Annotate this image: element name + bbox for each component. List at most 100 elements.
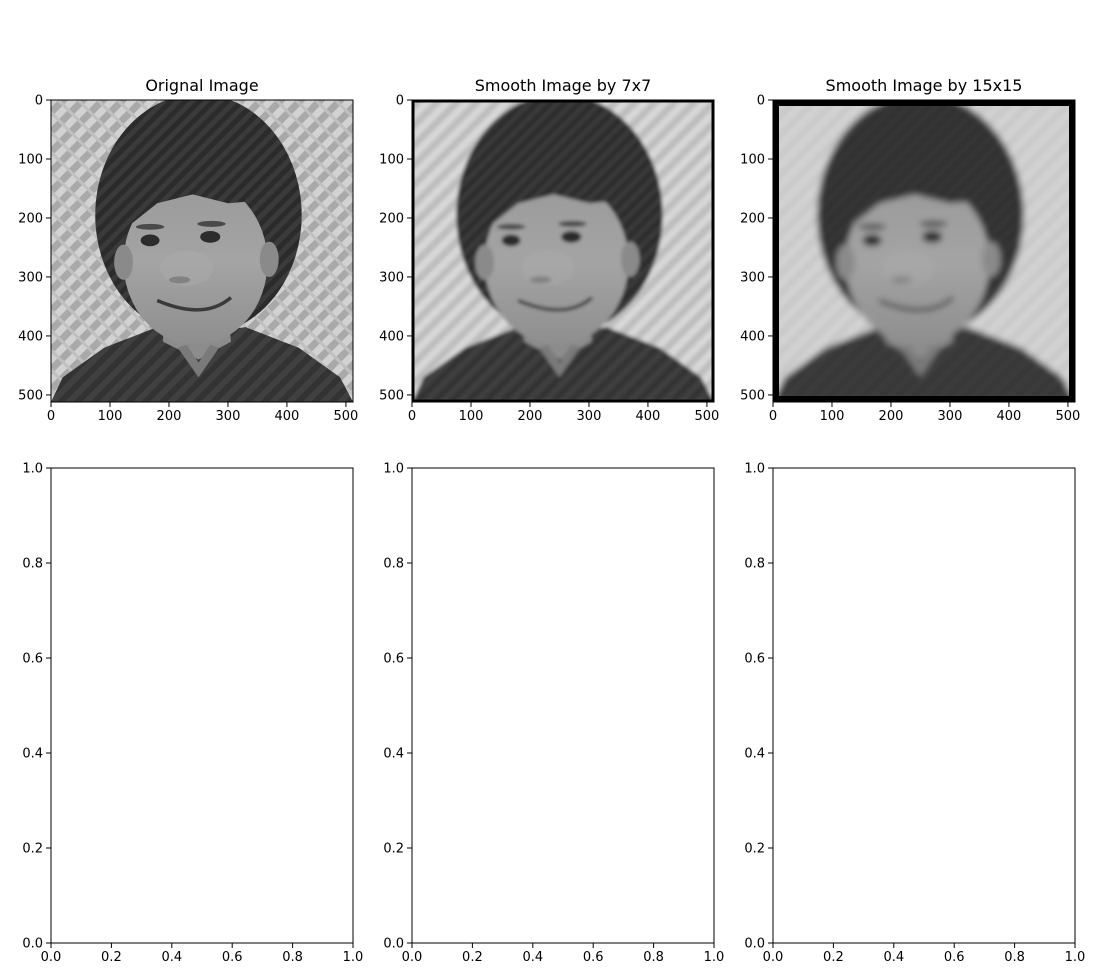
y-tick-label: 0.2 [22, 842, 43, 857]
image-cheek [521, 250, 575, 286]
image-ear-right [259, 241, 279, 277]
x-tick-label: 400 [275, 409, 300, 424]
portrait-image [773, 100, 1075, 402]
image-brow-right [919, 220, 948, 227]
x-tick-label: 500 [695, 409, 720, 424]
y-tick-label: 100 [379, 152, 404, 167]
x-tick-label: 0.8 [1004, 950, 1025, 965]
y-tick-label: 1.0 [744, 462, 765, 477]
y-tick-label: 0.4 [744, 747, 765, 762]
x-tick-label: 1.0 [1065, 950, 1086, 965]
x-tick-label: 0.2 [462, 950, 483, 965]
image-panel-2: Smooth Image by 7x7 0 100 200 300 400 500 0 100 2… [379, 76, 719, 424]
y-tick-label: 0.6 [383, 652, 404, 667]
image-collar [538, 344, 581, 378]
empty-panel-1: 0.0 0.2 0.4 0.6 0.8 1.0 0.0 0.2 0.4 0.6 0.8 1.0 [22, 462, 363, 966]
x-tick-label: 200 [879, 409, 904, 424]
x-tick-label: 0.4 [161, 950, 182, 965]
y-tick-label: 400 [18, 329, 43, 344]
x-tick-label: 100 [459, 409, 484, 424]
y-tick-label: 100 [18, 152, 43, 167]
image-bangs [837, 153, 1006, 227]
y-tick-label: 500 [740, 388, 765, 403]
image-ear-right [981, 241, 1001, 277]
y-tick-label: 400 [740, 329, 765, 344]
x-tick-label: 0.4 [883, 950, 904, 965]
image-eye-right [200, 230, 221, 243]
y-tick-label: 0.6 [744, 652, 765, 667]
empty-panel-2: 0.0 0.2 0.4 0.6 0.8 1.0 0.0 0.2 0.4 0.6 0.8 1.0 [383, 462, 724, 966]
x-tick-label: 100 [98, 409, 123, 424]
y-tick-label: 0 [396, 94, 404, 109]
y-tick-label: 0.0 [744, 937, 765, 952]
x-tick-label: 0.0 [41, 950, 62, 965]
axes-frame [772, 99, 1076, 403]
image-eye-left [501, 234, 521, 247]
image-eye-left [862, 234, 882, 247]
y-tick-label: 300 [740, 270, 765, 285]
y-tick-label: 400 [379, 329, 404, 344]
y-tick-label: 0.6 [22, 652, 43, 667]
y-tick-label: 0.4 [383, 747, 404, 762]
portrait-image [51, 100, 353, 402]
x-tick-label: 0 [769, 409, 777, 424]
image-face [123, 179, 268, 345]
image-panel-3: Smooth Image by 15x15 0 100 200 300 400 500 0 10… [740, 76, 1080, 424]
y-tick-label: 200 [740, 211, 765, 226]
y-tick-label: 200 [379, 211, 404, 226]
y-tick-label: 1.0 [22, 462, 43, 477]
x-tick-label: 0.6 [583, 950, 604, 965]
portrait-image [412, 100, 714, 402]
y-tick-label: 0.8 [22, 557, 43, 572]
x-tick-label: 300 [216, 409, 241, 424]
y-tick-label: 0 [35, 94, 43, 109]
image-cheek [882, 250, 936, 286]
x-tick-label: 0.8 [643, 950, 664, 965]
image-ear-left [114, 244, 133, 280]
y-tick-label: 100 [740, 152, 765, 167]
axes-frame [50, 99, 354, 403]
image-collar [177, 344, 220, 378]
x-tick-label: 300 [577, 409, 602, 424]
y-tick-label: 200 [18, 211, 43, 226]
empty-panel-3: 0.0 0.2 0.4 0.6 0.8 1.0 0.0 0.2 0.4 0.6 0.8 1.0 [744, 462, 1085, 966]
axes-frame [411, 99, 715, 403]
y-tick-label: 0.8 [383, 557, 404, 572]
x-tick-label: 0 [408, 409, 416, 424]
image-panel-1: Orignal Image 0 100 200 300 400 500 0 100 200 300 4… [18, 76, 358, 424]
x-tick-label: 0.8 [282, 950, 303, 965]
image-bangs [476, 153, 645, 227]
x-tick-label: 300 [938, 409, 963, 424]
image-brow-left [135, 223, 165, 230]
image-ear-left [836, 244, 855, 280]
image-brow-right [558, 220, 587, 227]
y-tick-label: 500 [379, 388, 404, 403]
image-mouth [878, 296, 955, 312]
y-tick-label: 0.8 [744, 557, 765, 572]
y-tick-label: 0.2 [383, 842, 404, 857]
panel-title: Smooth Image by 7x7 [475, 76, 652, 95]
image-collar [899, 344, 942, 378]
y-tick-label: 0.0 [22, 937, 43, 952]
y-tick-label: 500 [18, 388, 43, 403]
y-tick-label: 0.4 [22, 747, 43, 762]
x-tick-label: 500 [1056, 409, 1081, 424]
x-tick-label: 500 [334, 409, 359, 424]
y-tick-label: 0.0 [383, 937, 404, 952]
panel-title: Smooth Image by 15x15 [826, 76, 1023, 95]
image-brow-left [496, 223, 526, 230]
image-bangs [115, 153, 285, 227]
image-eye-right [922, 230, 943, 243]
image-nose [168, 276, 191, 284]
image-mouth [156, 296, 233, 312]
x-tick-label: 1.0 [343, 950, 364, 965]
x-tick-label: 0.2 [823, 950, 844, 965]
x-tick-label: 0.4 [522, 950, 543, 965]
image-mouth [517, 296, 594, 312]
image-ear-right [620, 241, 640, 277]
padding-border [411, 99, 715, 403]
image-eye-right [561, 230, 582, 243]
y-tick-label: 300 [379, 270, 404, 285]
x-tick-label: 0.0 [763, 950, 784, 965]
padding-border [773, 100, 1075, 402]
